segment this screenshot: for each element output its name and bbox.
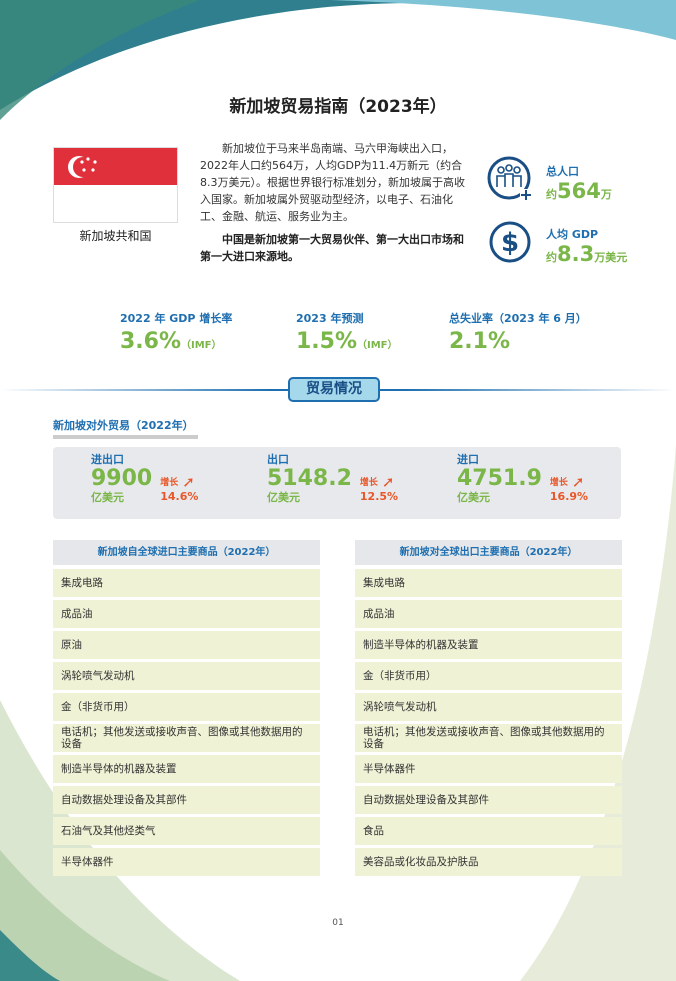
table-row: 自动数据处理设备及其部件 bbox=[53, 786, 320, 814]
singapore-flag bbox=[53, 147, 178, 223]
population-unit: 万 bbox=[600, 188, 612, 201]
table-row: 集成电路 bbox=[355, 569, 622, 597]
population-label: 总人口 bbox=[546, 165, 579, 178]
page-number: 01 bbox=[332, 918, 344, 928]
kpi-note: （IMF） bbox=[357, 340, 398, 351]
country-name: 新加坡共和国 bbox=[79, 229, 152, 243]
growth-label: 增长 bbox=[359, 477, 378, 488]
kpi-label: 总失业率（2023 年 6 月） bbox=[449, 312, 587, 325]
intro-highlight: 中国是新加坡第一大贸易伙伴、第一大出口市场和第一大进口来源地。 bbox=[200, 233, 464, 263]
exports-table: 新加坡对全球出口主要商品（2022年） 集成电路成品油制造半导体的机器及装置 金（… bbox=[355, 540, 622, 879]
trade-label: 进出口 bbox=[91, 453, 124, 466]
growth-label: 增长 bbox=[549, 477, 568, 488]
section-title: 贸易情况 bbox=[288, 377, 380, 402]
table-row: 制造半导体的机器及装置 bbox=[53, 755, 320, 783]
trade-label: 进口 bbox=[457, 453, 479, 466]
table-row: 自动数据处理设备及其部件 bbox=[355, 786, 622, 814]
gdp-prefix: 约 bbox=[546, 251, 557, 264]
trade-heading: 新加坡对外贸易（2022年） bbox=[53, 417, 198, 439]
table-row: 电话机；其他发送或接收声音、图像或其他数据用的设备 bbox=[53, 724, 320, 752]
arrow-up-icon: ➚ bbox=[381, 473, 395, 491]
gdp-per-capita-label: 人均 GDP bbox=[546, 228, 599, 241]
trade-unit: 亿美元 bbox=[267, 491, 300, 504]
population-value: 564 bbox=[557, 179, 601, 203]
kpi-note: （IMF） bbox=[181, 340, 222, 351]
kpi-label: 2023 年预测 bbox=[296, 312, 364, 325]
arrow-up-icon: ➚ bbox=[571, 473, 585, 491]
trade-total: 进出口 9900 亿美元 增长 ➚ 14.6% bbox=[91, 453, 198, 505]
kpi-forecast: 2023 年预测 1.5%（IMF） bbox=[296, 310, 398, 354]
imports-header: 新加坡自全球进口主要商品（2022年） bbox=[53, 540, 320, 565]
kpi-value: 3.6% bbox=[120, 329, 182, 354]
kpi-value: 2.1% bbox=[449, 329, 511, 354]
growth-value: 12.5% bbox=[359, 490, 399, 503]
kpi-label: 2022 年 GDP 增长率 bbox=[120, 312, 233, 325]
imports-table: 新加坡自全球进口主要商品（2022年） 集成电路成品油原油涡轮喷气发动机 金（非货… bbox=[53, 540, 320, 879]
table-row: 半导体器件 bbox=[355, 755, 622, 783]
table-row: 金（非货币用） bbox=[355, 662, 622, 690]
arrow-up-icon: ➚ bbox=[182, 473, 195, 491]
trade-value: 9900 bbox=[91, 466, 153, 491]
intro-text: 新加坡位于马来半岛南端、马六甲海峡出入口，2022年人口约564万，人均GDP为… bbox=[200, 142, 465, 223]
people-icon bbox=[487, 156, 532, 201]
table-row: 半导体器件 bbox=[53, 848, 320, 876]
trade-value: 4751.9 bbox=[457, 466, 542, 491]
intro-block: 新加坡位于马来半岛南端、马六甲海峡出入口，2022年人口约564万，人均GDP为… bbox=[200, 140, 472, 265]
table-row: 集成电路 bbox=[53, 569, 320, 597]
table-row: 制造半导体的机器及装置 bbox=[355, 631, 622, 659]
population-prefix: 约 bbox=[546, 188, 557, 201]
trade-summary: 进出口 9900 亿美元 增长 ➚ 14.6% 出口 5148.2 亿美元 增长 ➚… bbox=[53, 447, 621, 519]
kpi-value: 1.5% bbox=[296, 329, 358, 354]
dollar-icon: $ bbox=[489, 221, 531, 263]
table-row: 涡轮喷气发动机 bbox=[355, 693, 622, 721]
svg-text:$: $ bbox=[501, 228, 519, 258]
table-row: 金（非货币用） bbox=[53, 693, 320, 721]
table-row: 食品 bbox=[355, 817, 622, 845]
trade-unit: 亿美元 bbox=[457, 491, 490, 504]
table-row: 成品油 bbox=[53, 600, 320, 628]
growth-value: 16.9% bbox=[549, 490, 589, 503]
page-title: 新加坡贸易指南（2023年） bbox=[229, 97, 447, 117]
exports-header: 新加坡对全球出口主要商品（2022年） bbox=[355, 540, 622, 565]
gdp-per-capita-value: 8.3 bbox=[557, 242, 595, 266]
table-row: 美容品或化妆品及护肤品 bbox=[355, 848, 622, 876]
trade-unit: 亿美元 bbox=[91, 491, 124, 504]
table-row: 电话机；其他发送或接收声音、图像或其他数据用的设备 bbox=[355, 724, 622, 752]
kpi-unemployment: 总失业率（2023 年 6 月） 2.1% bbox=[449, 310, 587, 354]
table-row: 涡轮喷气发动机 bbox=[53, 662, 320, 690]
table-row: 成品油 bbox=[355, 600, 622, 628]
growth-value: 14.6% bbox=[160, 490, 199, 503]
trade-export: 出口 5148.2 亿美元 增长 ➚ 12.5% bbox=[267, 453, 398, 505]
growth-label: 增长 bbox=[160, 477, 179, 488]
table-row: 原油 bbox=[53, 631, 320, 659]
kpi-gdp-growth: 2022 年 GDP 增长率 3.6%（IMF） bbox=[120, 310, 232, 354]
trade-value: 5148.2 bbox=[267, 466, 352, 491]
gdp-unit: 万美元 bbox=[594, 251, 628, 264]
trade-import: 进口 4751.9 亿美元 增长 ➚ 16.9% bbox=[457, 453, 588, 505]
table-row: 石油气及其他烃类气 bbox=[53, 817, 320, 845]
trade-label: 出口 bbox=[267, 453, 289, 466]
